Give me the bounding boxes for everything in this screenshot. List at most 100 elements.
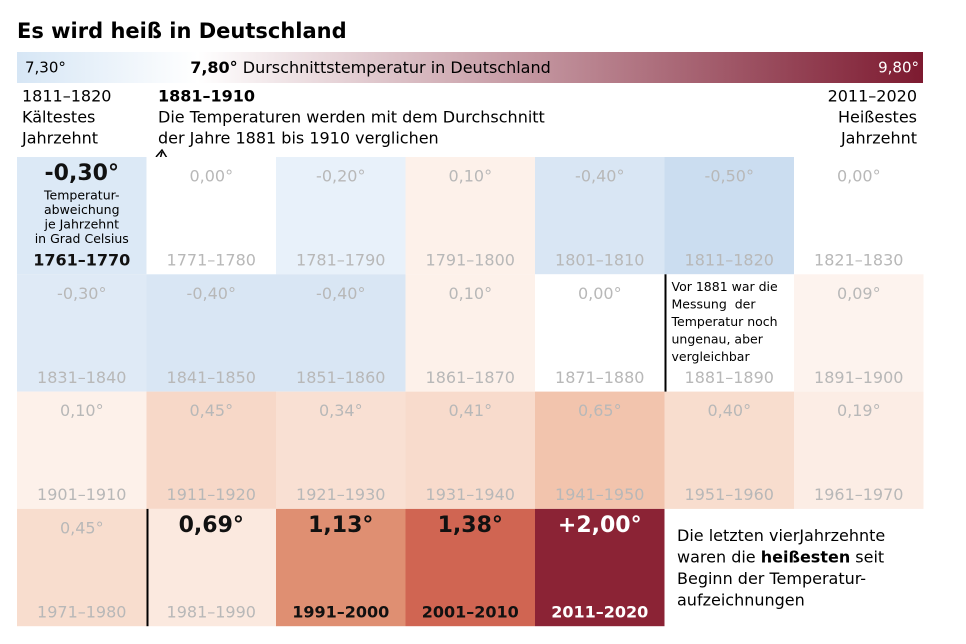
closing-note-part: seit (850, 547, 884, 566)
cell (405, 508, 535, 627)
average-text: Durschnittstemperatur in Deutschland (243, 58, 551, 77)
reference-text: Die Temperaturen werden mit dem Durchsch… (158, 108, 545, 127)
legend-note: Temperatur- (43, 188, 119, 203)
cell-value: 0,69° (179, 513, 244, 538)
note-text: Messung der (672, 296, 757, 311)
cell-value: 0,10° (448, 167, 492, 186)
closing-note: aufzeichnungen (677, 590, 805, 609)
cell-value: 0,45° (60, 518, 104, 537)
closing-note: Beginn der Temperatur- (677, 569, 866, 588)
cell (535, 157, 665, 275)
closing-note-part: waren die (677, 547, 761, 566)
cell-value: 0,10° (448, 284, 492, 303)
cell-value: 1,13° (308, 513, 373, 538)
cell-year: 1781–1790 (296, 251, 385, 270)
hottest-text: Heißestes (838, 108, 917, 127)
cell-value: -0,20° (316, 167, 365, 186)
cell-year: 1861–1870 (426, 368, 515, 387)
cell (664, 391, 794, 509)
closing-note-part: Beginn der Temperatur- (677, 569, 866, 588)
cell-value: 0,09° (837, 284, 881, 303)
cell-year: 1941–1950 (555, 485, 644, 504)
scale-max: 9,80° (878, 59, 919, 77)
hottest-text: Jahrzehnt (840, 129, 917, 148)
cell-year: 1921–1930 (296, 485, 385, 504)
cell-year: 1801–1810 (555, 251, 644, 270)
cell-value: 0,41° (448, 401, 492, 420)
cell (794, 274, 924, 392)
cell-value: 0,00° (189, 167, 233, 186)
cell-value: 0,65° (578, 401, 622, 420)
cell-value: -0,30° (57, 284, 106, 303)
cell (17, 274, 147, 392)
cell (146, 157, 276, 275)
cell-year: 1831–1840 (37, 368, 126, 387)
cell (535, 274, 665, 392)
scale-min: 7,30° (25, 59, 66, 77)
cell (146, 508, 276, 627)
cell-year: 1991–2000 (292, 602, 389, 621)
closing-note-part: heißesten (761, 547, 851, 566)
cell (794, 157, 924, 275)
cell-value: +2,00° (558, 513, 642, 538)
title: Es wird heiß in Deutschland (17, 19, 347, 43)
cell-year: 1981–1990 (167, 602, 256, 621)
closing-note: Die letzten vierJahrzehnte (677, 526, 885, 545)
cell-value: -0,50° (705, 167, 754, 186)
cell-year: 1851–1860 (296, 368, 385, 387)
coldest-text: 1811–1820 (22, 87, 111, 106)
cell (794, 391, 924, 509)
closing-note-part: aufzeichnungen (677, 590, 805, 609)
cell-value: 0,19° (837, 401, 881, 420)
note-text: ungenau, aber (672, 331, 764, 346)
cell (405, 157, 535, 275)
cell-year: 2011–2020 (551, 602, 648, 621)
closing-note-part: Die letzten vierJahrzehnte (677, 526, 885, 545)
cell (17, 157, 147, 275)
cell-year: 1811–1820 (685, 251, 774, 270)
cell-year: 1821–1830 (814, 251, 903, 270)
color-bar (17, 52, 923, 83)
closing-note: waren die heißesten seit (677, 547, 884, 566)
cell-year: 1901–1910 (37, 485, 126, 504)
cell-year: 1871–1880 (555, 368, 644, 387)
cell-year: 1771–1780 (167, 251, 256, 270)
cell-year: 1931–1940 (426, 485, 515, 504)
note-text: Vor 1881 war die (672, 279, 779, 294)
cell-value: 0,40° (707, 401, 751, 420)
cell (664, 157, 794, 275)
note-text: Temperatur noch (671, 314, 778, 329)
cell-year: 1881–1890 (685, 368, 774, 387)
hottest-text: 2011–2020 (828, 87, 917, 106)
cell (276, 274, 406, 392)
cell-year: 1951–1960 (685, 485, 774, 504)
cell-year: 1911–1920 (167, 485, 256, 504)
cell-value: 1,38° (438, 513, 503, 538)
cell-value: 0,34° (319, 401, 363, 420)
reference-text: der Jahre 1881 bis 1910 verglichen (158, 129, 439, 148)
average-label: 7,80° Durschnittstemperatur in Deutschla… (190, 58, 551, 77)
legend-note: abweichung (44, 202, 120, 217)
arrow-head (155, 148, 168, 159)
cell (276, 508, 406, 627)
cell-value: -0,40° (316, 284, 365, 303)
coldest-text: Jahrzehnt (21, 129, 98, 148)
average-value: 7,80° (190, 58, 237, 77)
coldest-text: Kältestes (22, 108, 95, 127)
cell (405, 274, 535, 392)
cell-value: -0,40° (187, 284, 236, 303)
cell-year: 1791–1800 (426, 251, 515, 270)
cell-value: 0,00° (837, 167, 881, 186)
cell (146, 274, 276, 392)
cell (664, 274, 794, 392)
reference-text: 1881–1910 (158, 87, 255, 106)
cell-year: 1841–1850 (167, 368, 256, 387)
cell-year: 1891–1900 (814, 368, 903, 387)
cell-value: -0,40° (575, 167, 624, 186)
cell (17, 391, 147, 509)
cell-year: 2001–2010 (422, 602, 519, 621)
cell-year: 1961–1970 (814, 485, 903, 504)
cell-value: 0,10° (60, 401, 104, 420)
cell-value: -0,30° (45, 161, 119, 186)
